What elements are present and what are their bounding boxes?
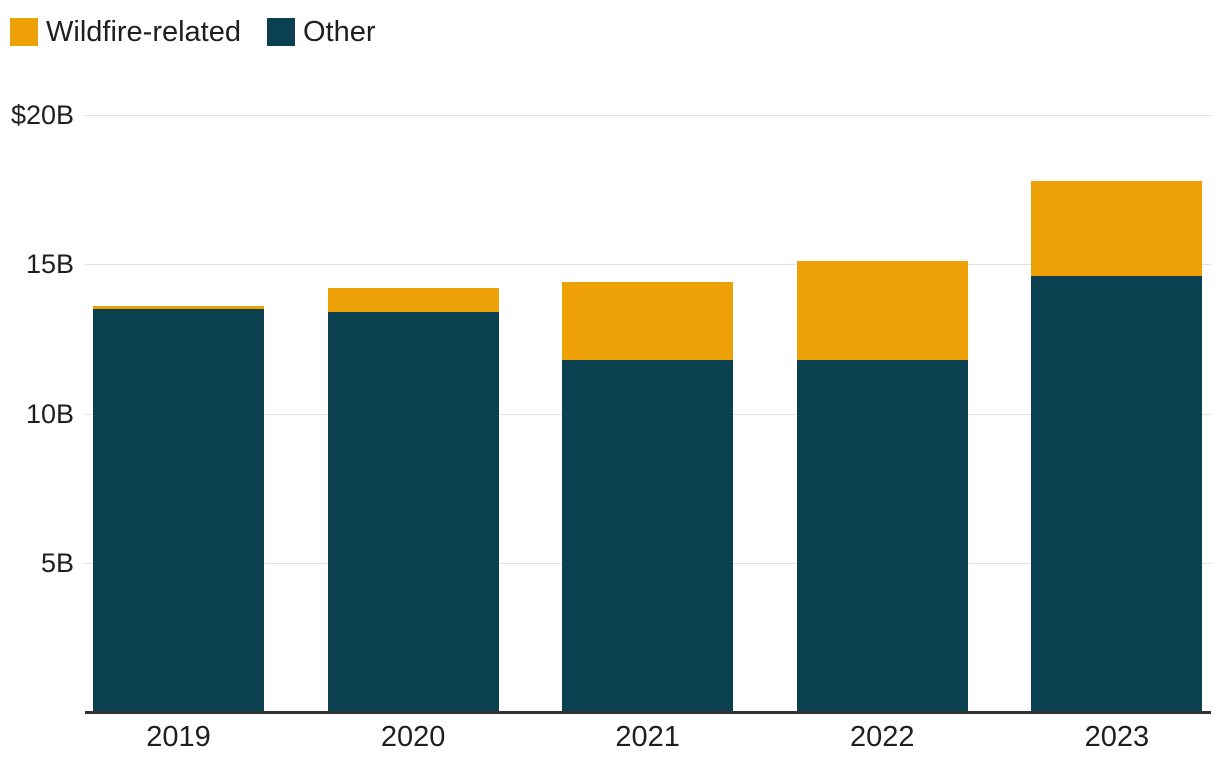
bar-segment-wildfire-related: [327, 288, 499, 312]
bar-segment-other: [1031, 276, 1203, 712]
y-tick-label: 5B: [40, 547, 74, 578]
bar-segment-other: [796, 359, 968, 712]
gridline: [85, 115, 1211, 116]
x-tick-label: 2021: [615, 721, 680, 753]
x-tick-label: 2023: [1084, 721, 1150, 753]
x-tick-label: 2019: [146, 721, 211, 753]
bar-segment-wildfire-related: [1031, 180, 1203, 277]
legend-item-other: Other: [267, 16, 376, 48]
x-tick-label: 2020: [380, 721, 446, 753]
bar-segment-other: [562, 359, 734, 712]
legend-swatch-wildfire: [10, 18, 38, 46]
legend: Wildfire-related Other: [10, 16, 376, 48]
y-tick-label: $20B: [10, 100, 74, 130]
y-tick-label: 10B: [25, 398, 74, 429]
legend-item-wildfire: Wildfire-related: [10, 16, 241, 48]
legend-swatch-other: [267, 18, 295, 46]
x-tick-label: 2022: [850, 721, 915, 753]
bar-segment-wildfire-related: [796, 261, 968, 360]
legend-label-other: Other: [303, 16, 376, 48]
y-tick-label: 15B: [25, 249, 74, 280]
bar-segment-wildfire-related: [93, 306, 264, 310]
x-axis-line: [85, 711, 1211, 714]
bar-segment-other: [327, 312, 499, 712]
bar-segment-other: [93, 309, 264, 712]
bar-segment-wildfire-related: [562, 282, 734, 360]
legend-label-wildfire: Wildfire-related: [46, 16, 241, 48]
gridline: [85, 264, 1211, 266]
